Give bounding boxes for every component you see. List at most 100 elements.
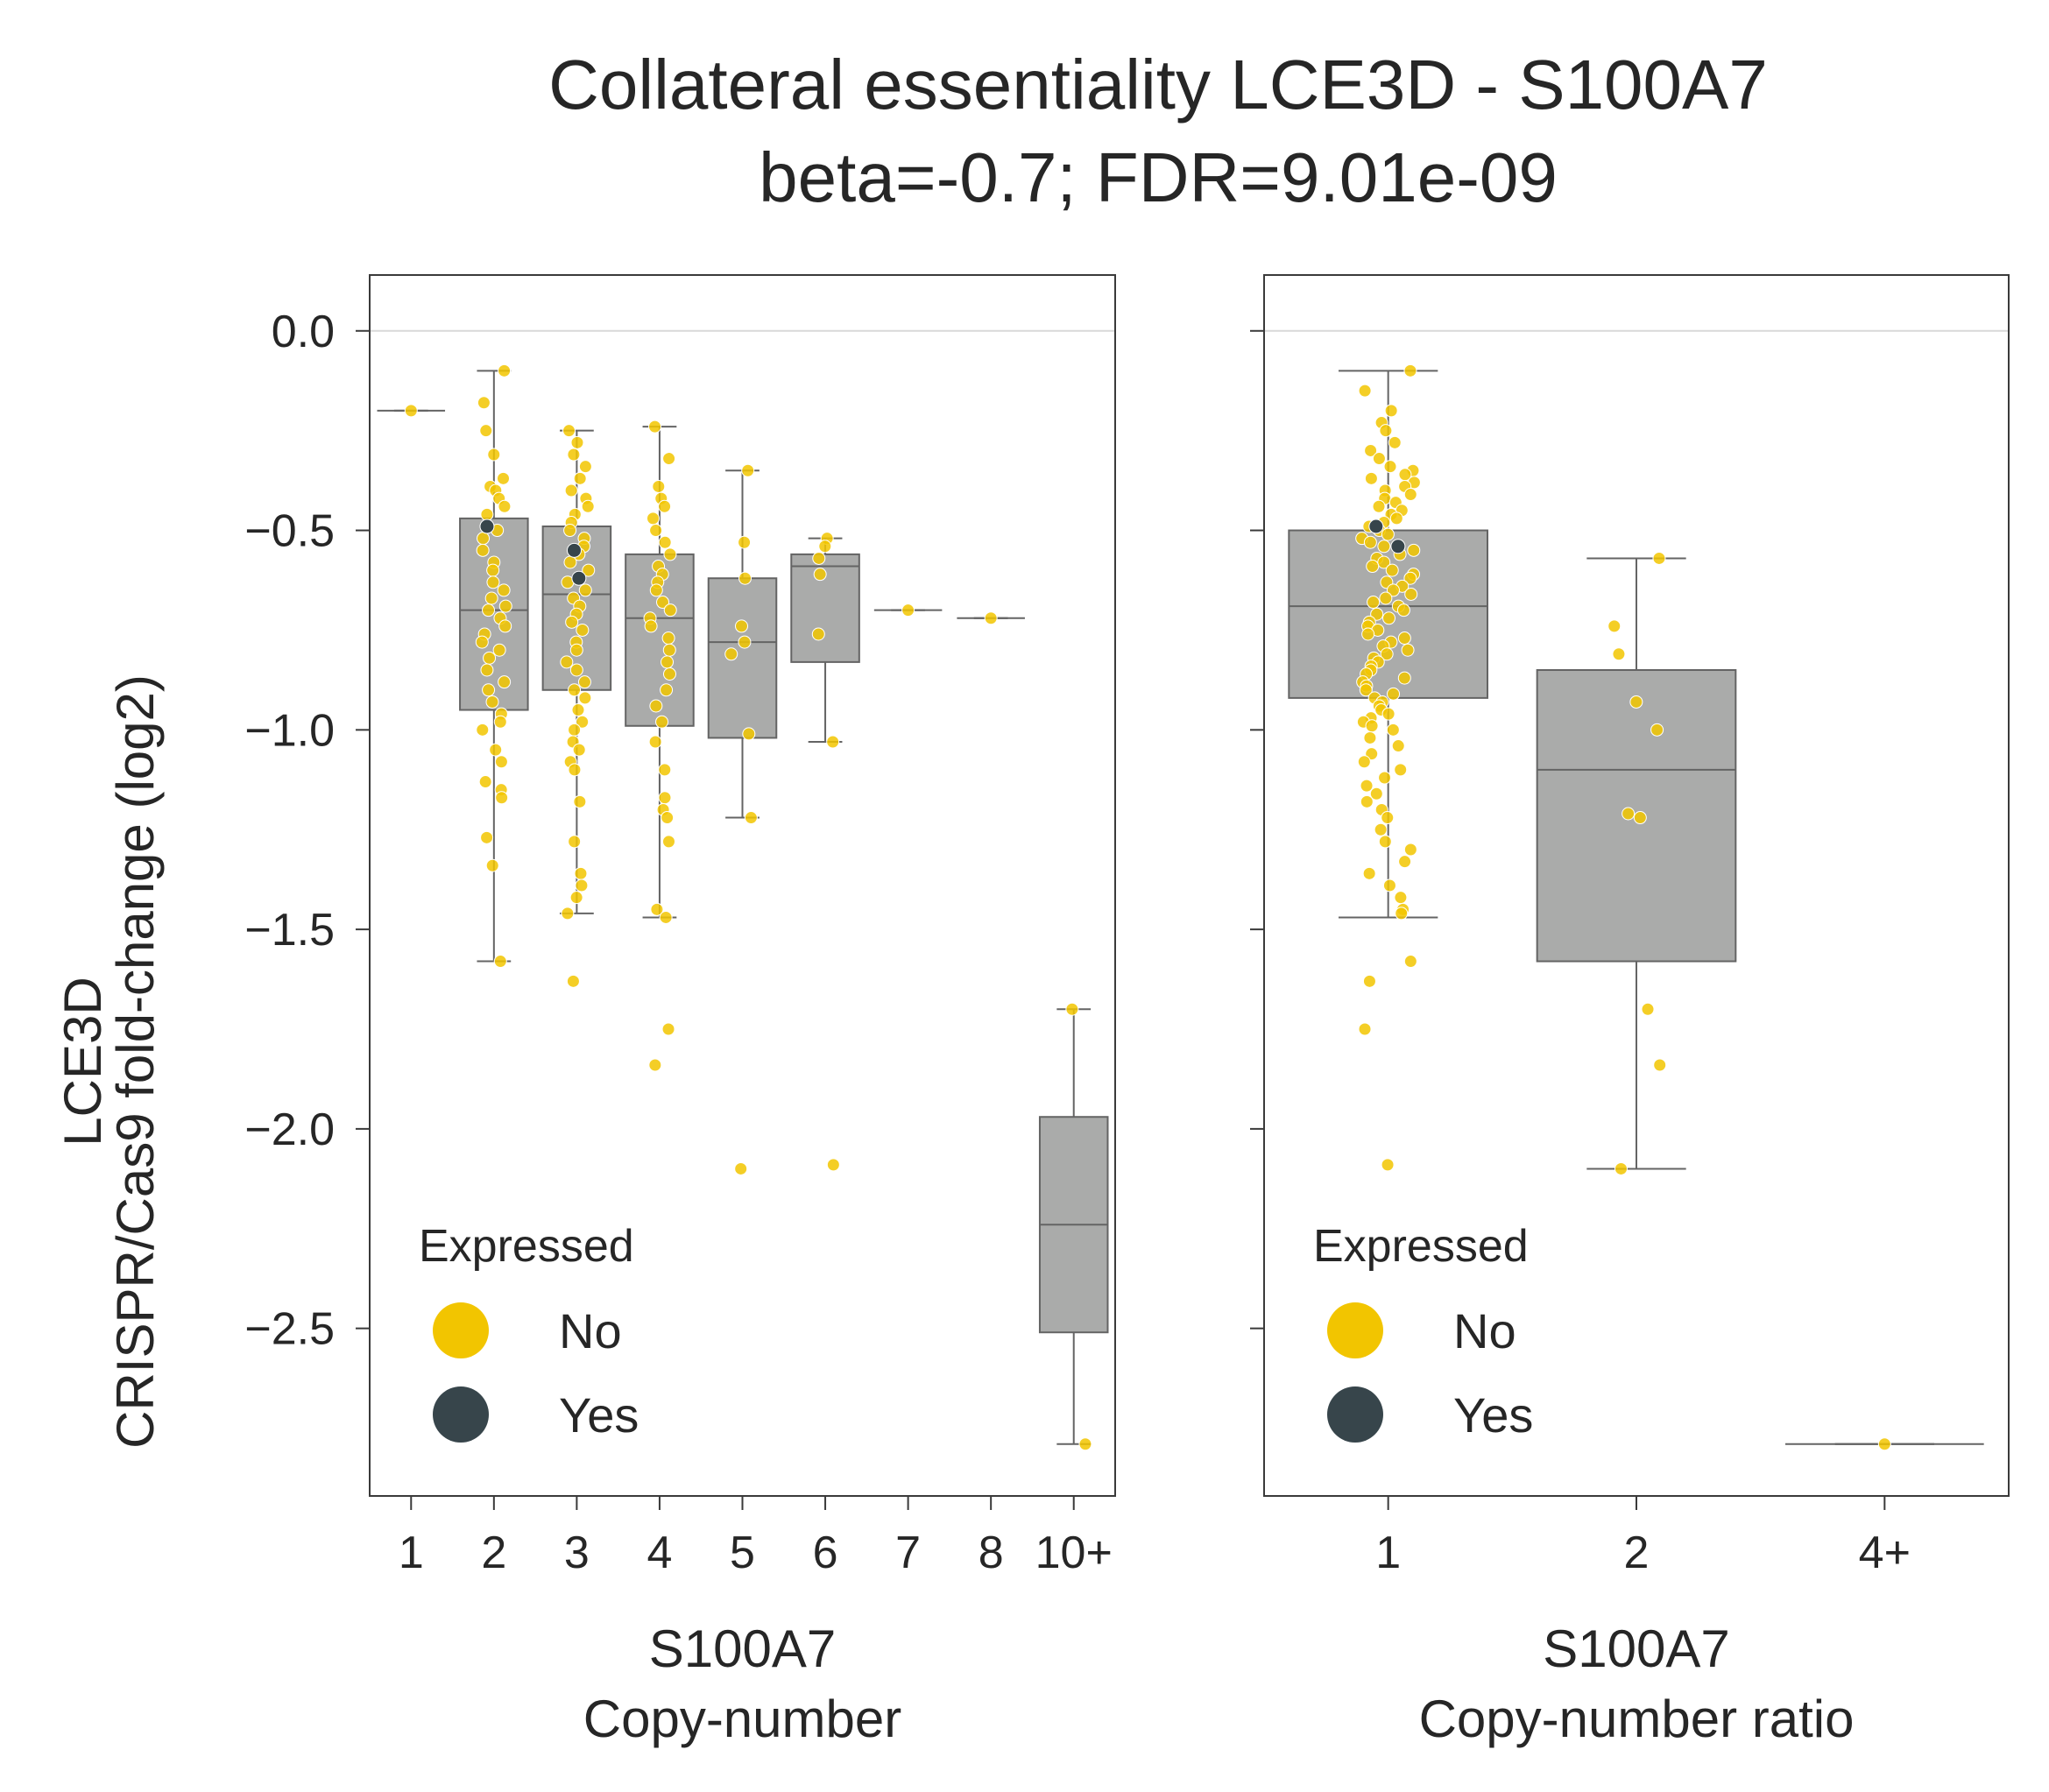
point-not-expressed [649,524,663,538]
point-not-expressed [1380,647,1394,661]
legend-marker-no [1327,1302,1383,1358]
point-not-expressed [571,703,585,717]
point-not-expressed [482,603,496,617]
point-not-expressed [1358,384,1372,398]
point-not-expressed [1381,527,1395,541]
point-not-expressed [648,1058,662,1072]
x-tick-label: 5 [730,1527,755,1578]
point-not-expressed [661,655,675,669]
box-1 [1288,363,1489,1172]
point-not-expressed [485,858,499,872]
panel-copy-number-ratio: 1 2 4+ S100A7 Copy-number ratio Expressed No Ye… [1250,274,2010,1748]
point-not-expressed [1403,488,1417,502]
point-not-expressed [578,460,592,474]
point-not-expressed [901,603,915,617]
x-tick-label: 7 [895,1527,921,1578]
point-expressed [1368,519,1384,534]
y-axis-label-line2: CRISPR/Cas9 fold-change (log2) [106,674,165,1449]
legend-title: Expressed [419,1221,634,1272]
point-not-expressed [1360,779,1374,793]
point-not-expressed [475,635,489,649]
point-not-expressed [484,591,498,605]
point-not-expressed [1364,471,1378,485]
x-tick-label: 3 [564,1527,590,1578]
point-not-expressed [648,735,662,749]
point-not-expressed [498,619,512,633]
point-not-expressed [659,910,673,924]
y-tick-label: 0.0 [272,307,335,357]
point-not-expressed [742,727,756,741]
box-1 [377,404,446,418]
point-not-expressed [1382,611,1396,625]
point-not-expressed [1383,460,1397,474]
point-not-expressed [738,535,752,549]
point-not-expressed [1652,551,1666,565]
point-not-expressed [1614,1161,1628,1175]
point-not-expressed [1397,631,1411,646]
box-iqr [459,517,529,711]
point-not-expressed [566,974,580,988]
point-not-expressed [724,647,738,661]
point-not-expressed [486,563,500,577]
point-expressed [571,570,587,586]
point-not-expressed [1403,955,1417,969]
x-axis-label-line1: S100A7 [649,1619,837,1678]
x-tick-label: 4 [646,1527,672,1578]
point-not-expressed [818,540,832,554]
point-not-expressed [1065,1002,1079,1016]
point-not-expressed [573,794,587,808]
point-not-expressed [663,603,677,617]
box-7 [873,603,943,617]
point-not-expressed [1387,687,1401,701]
point-not-expressed [1357,755,1371,769]
point-not-expressed [826,1158,840,1172]
point-not-expressed [1381,707,1395,721]
point-not-expressed [1397,671,1411,685]
point-not-expressed [476,543,490,557]
point-not-expressed [1363,730,1377,744]
point-expressed [479,519,495,534]
legend-marker-yes [1327,1386,1383,1443]
point-not-expressed [572,743,586,757]
point-not-expressed [1877,1437,1891,1451]
box-10+ [1038,1002,1109,1451]
plot-frame [1263,274,2010,1497]
point-not-expressed [1403,571,1417,585]
point-not-expressed [1386,583,1400,597]
point-not-expressed [1404,587,1418,601]
box-2 [459,363,529,969]
box-3 [541,424,612,988]
legend-marker-no [433,1302,489,1358]
point-not-expressed [576,623,590,637]
legend: Expressed No Yes [1313,1221,1533,1443]
point-not-expressed [487,448,501,462]
point-not-expressed [493,715,507,729]
point-not-expressed [661,1022,675,1036]
point-not-expressed [658,499,672,513]
point-not-expressed [1382,878,1396,892]
point-not-expressed [497,583,511,597]
point-not-expressed [476,723,490,737]
point-not-expressed [1398,855,1412,869]
plot-frame [369,274,1116,1497]
point-not-expressed [1362,866,1376,880]
point-not-expressed [1365,719,1379,733]
point-not-expressed [479,424,493,438]
point-not-expressed [1377,555,1391,569]
point-not-expressed [404,404,418,418]
point-not-expressed [489,743,503,757]
chart-title-line1: Collateral essentiality LCE3D - S100A7 [548,46,1768,123]
point-not-expressed [1381,1158,1395,1172]
point-not-expressed [1403,363,1417,377]
point-not-expressed [1388,435,1402,449]
point-not-expressed [1377,540,1391,554]
point-not-expressed [1394,763,1408,777]
x-axis-label-line2: Copy-number [583,1690,902,1748]
point-not-expressed [734,1161,748,1175]
box-iqr [707,577,778,739]
point-not-expressed [1394,891,1408,905]
point-not-expressed [493,955,507,969]
point-not-expressed [662,643,676,657]
point-not-expressed [495,791,509,805]
